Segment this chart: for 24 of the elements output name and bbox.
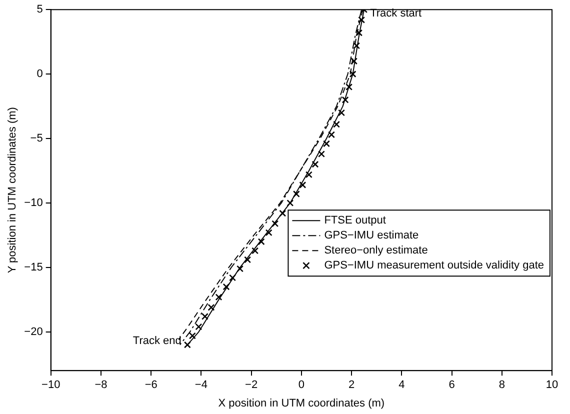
y-tick-label: 0	[36, 68, 43, 80]
x-tick-label: 2	[348, 379, 355, 392]
legend-label: FTSE output	[324, 214, 386, 227]
x-tick-label: −6	[144, 379, 158, 392]
annotation: Track end	[132, 334, 182, 347]
y-tick-label: −20	[24, 326, 43, 338]
legend-label: GPS−IMU estimate	[324, 230, 419, 242]
legend-label: GPS−IMU measurement outside validity gate	[324, 260, 544, 272]
x-tick-label: 4	[398, 379, 405, 392]
y-tick-label: 5	[36, 4, 43, 16]
x-tick-label: 8	[498, 379, 505, 392]
x-tick-label: −8	[94, 379, 108, 392]
x-tick-label: 6	[448, 379, 455, 392]
x-tick-label: −2	[245, 379, 258, 392]
x-axis-title: X position in UTM coordinates (m)	[218, 397, 385, 410]
legend-label: Stereo−only estimate	[324, 244, 428, 257]
x-tick-label: 0	[298, 379, 304, 392]
y-tick-label: −15	[24, 261, 43, 274]
y-tick-label: −5	[30, 132, 43, 145]
y-tick-label: −10	[24, 197, 43, 210]
y-axis-title: Y position in UTM coordinates (m)	[6, 107, 19, 274]
x-tick-label: −4	[194, 379, 208, 392]
x-tick-label: 10	[546, 379, 558, 392]
annotation: Track start	[370, 8, 422, 20]
